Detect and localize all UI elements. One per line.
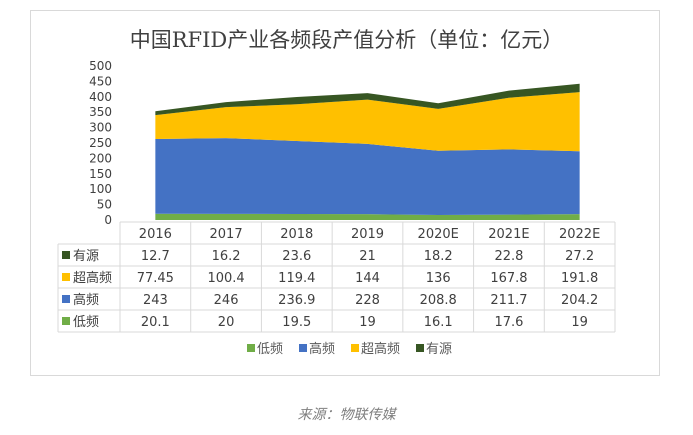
table-cell: 204.2 [561,293,598,308]
table-cell: 119.4 [278,271,315,286]
table-cell: 208.8 [420,293,457,308]
y-tick-label: 500 [89,59,112,73]
chart-title: 中国RFID产业各频段产值分析（单位：亿元） [129,28,564,52]
table-cell: 144 [355,271,380,286]
legend-label: 超高频 [361,341,400,357]
legend-swatch-超高频 [351,344,359,352]
category-label: 2018 [280,227,313,242]
table-cell: 27.2 [565,249,594,264]
legend-key-高频 [62,295,70,303]
category-label: 2022E [559,227,600,242]
area-有源 [155,83,580,116]
source-note: 来源：物联传媒 [297,407,396,423]
legend-swatch-有源 [416,344,424,352]
area-低频 [155,213,580,220]
legend-label: 有源 [426,342,452,357]
y-tick-label: 100 [89,182,112,196]
table-cell: 20.1 [141,315,170,330]
category-label: 2021E [488,227,529,242]
table-cell: 19 [571,315,588,330]
table-cell: 167.8 [490,271,527,286]
table-cell: 21 [359,249,376,264]
legend-key-低频 [62,317,70,325]
table-cell: 243 [143,293,168,308]
category-label: 2016 [139,227,172,242]
legend-key-有源 [62,251,70,259]
table-cell: 19.5 [282,315,311,330]
table-cell: 22.8 [494,249,523,264]
y-tick-label: 200 [89,151,112,165]
table-cell: 23.6 [282,249,311,264]
legend-label: 高频 [309,341,335,357]
category-label: 2020E [418,227,459,242]
y-tick-label: 300 [89,121,112,135]
table-cell: 19 [359,315,376,330]
y-tick-label: 50 [97,198,112,212]
y-tick-label: 450 [89,74,112,88]
area-高频 [155,138,580,216]
y-tick-label: 350 [89,105,112,119]
row-label: 超高频 [73,270,112,286]
table-cell: 136 [426,271,451,286]
row-label: 高频 [73,292,99,308]
table-cell: 16.1 [424,315,453,330]
y-tick-label: 400 [89,90,112,104]
y-tick-label: 150 [89,167,112,181]
area-超高频 [155,92,580,152]
table-cell: 100.4 [207,271,244,286]
legend-swatch-高频 [299,344,307,352]
table-cell: 18.2 [424,249,453,264]
chart-frame [30,10,660,376]
table-cell: 20 [218,315,235,330]
row-label: 有源 [73,249,99,264]
y-tick-label: 250 [89,136,112,150]
table-cell: 12.7 [141,249,170,264]
legend-label: 低频 [257,342,283,357]
y-tick-label: 0 [104,213,112,227]
table-cell: 236.9 [278,293,315,308]
legend-swatch-低频 [247,344,255,352]
table-cell: 246 [214,293,239,308]
legend-key-超高频 [62,273,70,281]
table-cell: 77.45 [137,271,174,286]
table-cell: 16.2 [212,249,241,264]
table-cell: 228 [355,293,380,308]
table-cell: 211.7 [490,293,527,308]
category-label: 2019 [351,227,384,242]
category-label: 2017 [210,227,243,242]
row-label: 低频 [73,315,99,330]
table-cell: 17.6 [494,315,523,330]
table-cell: 191.8 [561,271,598,286]
